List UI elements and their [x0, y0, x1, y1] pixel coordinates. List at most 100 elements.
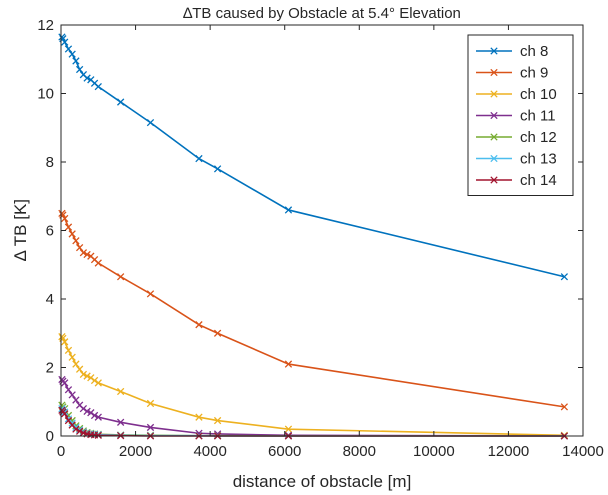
x-tick-label: 0: [57, 443, 65, 460]
data-point: [61, 38, 69, 46]
data-point: [560, 273, 569, 281]
legend-item: ch 11: [476, 108, 556, 125]
data-point: [116, 418, 125, 426]
data-point: [116, 387, 125, 396]
data-point: [61, 410, 69, 418]
data-point: [68, 230, 76, 238]
data-point: [61, 379, 69, 387]
legend-marker: [490, 133, 498, 141]
data-point: [87, 374, 95, 382]
data-point: [284, 206, 293, 214]
x-tick-label: 4000: [193, 443, 226, 460]
legend-item: ch 9: [476, 65, 548, 82]
data-point: [94, 82, 102, 91]
data-point: [90, 376, 99, 385]
legend: ch 8 ch 9 ch 10 ch 11 ch 12 ch 13 ch 14: [467, 34, 574, 196]
data-point: [75, 365, 84, 373]
axes-layer: 0 2000 4000 6000 8000 10000 12000 14000 0 2 4 6 8 10 1…: [37, 17, 604, 460]
data-point: [68, 50, 76, 58]
data-point: [83, 372, 91, 380]
legend-marker: [490, 90, 498, 98]
data-point: [79, 404, 88, 413]
legend-marker: [490, 154, 498, 163]
data-point: [72, 237, 80, 245]
legend-marker: [490, 111, 498, 120]
legend-item: ch 14: [476, 172, 557, 189]
data-point: [94, 379, 102, 387]
y-axis-label: ∆ TB [K]: [11, 199, 30, 261]
data-point: [68, 353, 76, 361]
x-tick-label: 14000: [562, 443, 604, 460]
x-tick-label: 10000: [413, 443, 455, 460]
legend-label: ch 8: [520, 43, 548, 60]
data-point: [72, 57, 80, 65]
legend-item: ch 10: [476, 86, 557, 103]
data-point: [72, 360, 80, 368]
data-point: [146, 399, 155, 408]
legend-label: ch 13: [520, 151, 557, 168]
data-point: [213, 329, 222, 337]
data-point: [116, 98, 125, 106]
data-point: [64, 346, 73, 355]
chart-title: ∆TB caused by Obstacle at 5.4° Elevation: [183, 5, 461, 22]
y-tick-label: 12: [37, 17, 54, 34]
data-point: [79, 249, 88, 257]
data-point: [64, 45, 73, 53]
data-point: [94, 413, 102, 421]
data-point: [284, 360, 293, 368]
data-point: [195, 154, 203, 163]
data-point: [90, 411, 99, 420]
data-point: [75, 427, 84, 435]
y-tick-label: 0: [46, 428, 54, 445]
legend-item: ch 13: [476, 151, 557, 168]
series-ch-11: [58, 375, 569, 440]
x-tick-label: 2000: [119, 443, 152, 460]
data-point: [68, 391, 76, 399]
data-point: [146, 423, 155, 432]
x-tick-label: 6000: [268, 443, 301, 460]
data-point: [79, 370, 88, 379]
x-tick-label: 12000: [488, 443, 530, 460]
data-point: [72, 425, 80, 433]
legend-label: ch 12: [520, 129, 557, 146]
y-tick-label: 6: [46, 223, 54, 240]
data-point: [213, 165, 222, 173]
data-point: [61, 214, 69, 223]
data-point: [195, 321, 203, 329]
data-point: [116, 273, 125, 281]
data-point: [64, 386, 73, 394]
data-point: [75, 243, 84, 252]
data-point: [284, 425, 293, 433]
y-tick-label: 8: [46, 154, 54, 171]
data-point: [146, 118, 155, 127]
x-axis-label: distance of obstacle [m]: [233, 472, 412, 491]
y-tick-label: 4: [46, 291, 54, 308]
series-ch-9: [58, 209, 569, 411]
data-point: [61, 338, 69, 346]
legend-label: ch 14: [520, 172, 557, 189]
legend-marker: [490, 68, 498, 77]
data-point: [560, 403, 569, 411]
data-point: [83, 250, 91, 259]
data-point: [94, 259, 102, 267]
data-point: [75, 65, 84, 74]
data-point: [94, 431, 102, 439]
y-tick-label: 10: [37, 86, 54, 103]
data-point: [72, 396, 80, 404]
legend-label: ch 9: [520, 65, 548, 82]
y-tick-label: 2: [46, 360, 54, 377]
data-point: [195, 413, 203, 421]
legend-marker: [490, 176, 498, 184]
data-point: [146, 290, 155, 298]
legend-item: ch 8: [476, 43, 548, 60]
legend-label: ch 11: [520, 108, 556, 125]
legend-item: ch 12: [476, 129, 557, 146]
data-point: [213, 416, 222, 425]
data-point: [87, 409, 95, 417]
legend-marker: [490, 47, 498, 55]
series-ch-8: [58, 33, 569, 281]
legend-label: ch 10: [520, 86, 557, 103]
x-tick-label: 8000: [343, 443, 376, 460]
data-point: [83, 74, 91, 82]
